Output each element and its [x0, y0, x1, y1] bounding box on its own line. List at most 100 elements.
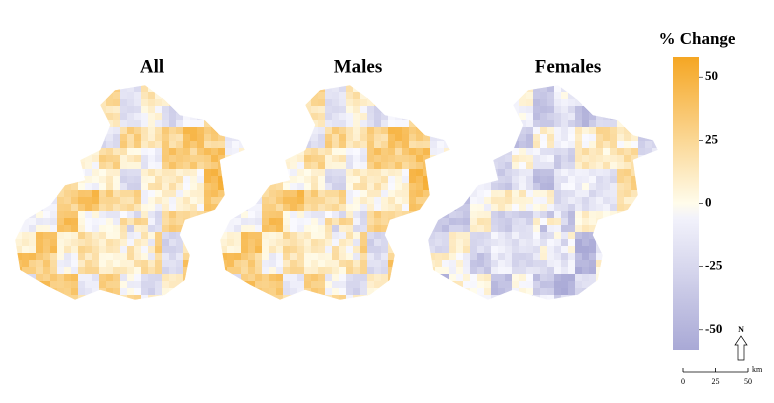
region [456, 288, 464, 296]
region [659, 176, 666, 183]
region [85, 155, 93, 163]
region [596, 204, 604, 212]
region [283, 281, 291, 289]
region [554, 106, 562, 114]
region [449, 113, 457, 121]
region [339, 169, 347, 177]
region [568, 106, 576, 114]
region [262, 106, 270, 114]
region [239, 176, 245, 184]
region [239, 148, 245, 156]
region [255, 260, 263, 268]
region [533, 246, 541, 254]
region [435, 176, 443, 184]
region [120, 288, 128, 296]
region [92, 155, 100, 163]
region [416, 120, 424, 128]
region [638, 162, 646, 170]
region [631, 127, 639, 135]
region [218, 183, 226, 191]
region [470, 176, 478, 184]
region [540, 232, 548, 240]
region [610, 225, 618, 233]
region [346, 225, 354, 233]
region [561, 169, 569, 177]
region [388, 176, 396, 184]
region [190, 141, 198, 149]
region [50, 162, 58, 170]
region [519, 197, 527, 205]
region [645, 225, 653, 233]
region [554, 155, 562, 163]
region [547, 274, 555, 282]
region [246, 113, 253, 120]
region [311, 176, 319, 184]
region [234, 162, 242, 170]
region [395, 253, 403, 261]
region [169, 239, 177, 247]
region [304, 148, 312, 156]
region [416, 162, 424, 170]
region [561, 148, 569, 156]
region [652, 169, 658, 177]
region [64, 169, 72, 177]
region [190, 239, 198, 247]
region [50, 190, 58, 198]
region [113, 92, 121, 100]
region [99, 92, 107, 100]
region [92, 99, 100, 107]
region [505, 120, 513, 128]
region [211, 197, 219, 205]
region [603, 267, 611, 275]
region [148, 211, 156, 219]
region [444, 92, 450, 100]
region [50, 148, 58, 156]
region [484, 162, 492, 170]
region [533, 134, 541, 142]
region [638, 274, 646, 282]
region [444, 155, 450, 163]
region [169, 183, 177, 191]
region [444, 106, 450, 114]
region [176, 99, 184, 107]
region [64, 225, 72, 233]
region [162, 302, 169, 309]
region [617, 155, 625, 163]
region [547, 232, 555, 240]
region [36, 106, 44, 114]
region [304, 232, 312, 240]
region [547, 141, 555, 149]
region [297, 274, 305, 282]
region [92, 141, 100, 149]
region [374, 239, 382, 247]
region [353, 197, 361, 205]
region [148, 155, 156, 163]
region [416, 288, 424, 296]
region [234, 246, 242, 254]
region [190, 169, 198, 177]
region [204, 113, 212, 121]
region [624, 106, 632, 114]
region [547, 169, 555, 177]
region [381, 260, 389, 268]
region [204, 183, 212, 191]
region [318, 225, 326, 233]
region [106, 253, 114, 261]
region [428, 127, 436, 135]
region [540, 246, 548, 254]
region [339, 148, 347, 156]
region [311, 127, 319, 135]
region [43, 218, 51, 226]
region [402, 246, 410, 254]
region [505, 274, 513, 282]
region [456, 232, 464, 240]
region [561, 246, 569, 254]
region [645, 99, 653, 107]
region [463, 92, 471, 100]
region [148, 218, 156, 226]
region [374, 183, 382, 191]
region [505, 295, 513, 300]
region [204, 281, 212, 289]
region [50, 127, 58, 135]
region [36, 197, 44, 205]
